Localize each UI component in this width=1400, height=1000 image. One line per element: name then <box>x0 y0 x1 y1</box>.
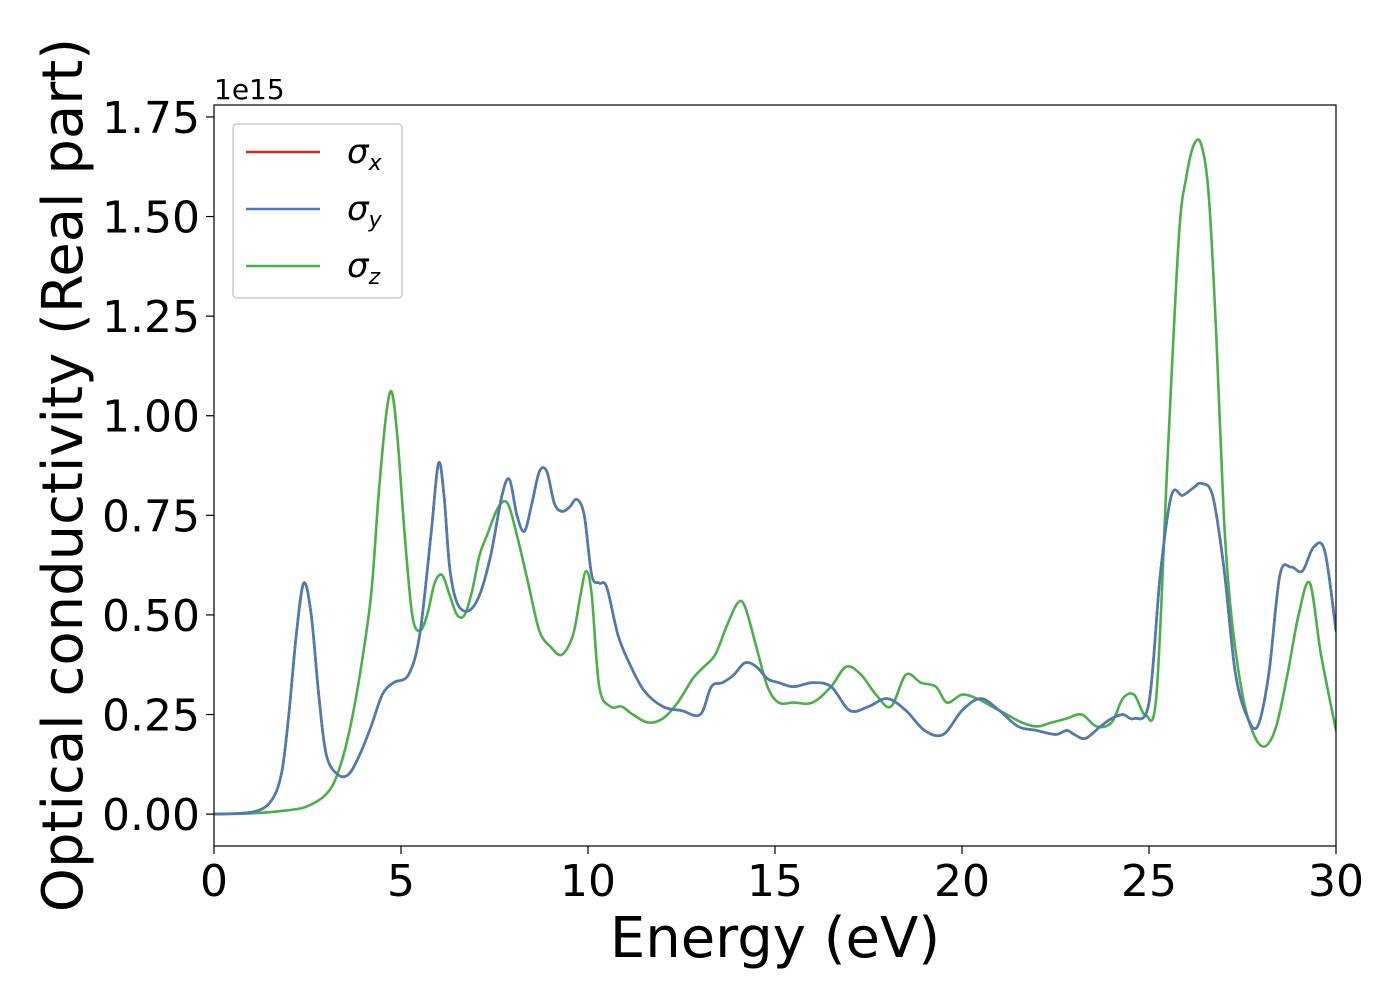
x-tick-label: 0 <box>200 856 228 907</box>
x-tick-label: 15 <box>747 856 803 907</box>
y-tick-label: 0.00 <box>102 790 200 841</box>
y-axis-label: Optical conductivity (Real part) <box>31 38 96 912</box>
y-tick-label: 1.25 <box>102 292 200 343</box>
y-tick-label: 0.25 <box>102 691 200 742</box>
x-tick-label: 10 <box>560 856 616 907</box>
y-axis: 0.00 0.25 0.50 0.75 1.00 1.25 1.50 1.75 <box>102 93 214 841</box>
x-axis: 0 5 10 15 20 25 30 <box>200 846 1364 907</box>
x-tick-label: 20 <box>934 856 990 907</box>
legend-label-sigma-x: σx <box>347 132 383 176</box>
x-tick-label: 25 <box>1121 856 1177 907</box>
series-line-sigma-y <box>214 461 1336 816</box>
y-offset-label: 1e15 <box>214 73 285 106</box>
y-tick-label: 1.00 <box>102 392 200 443</box>
legend-box <box>232 123 403 299</box>
y-tick-label: 0.75 <box>102 491 200 542</box>
series-line-sigma-z <box>214 138 1336 816</box>
x-axis-label: Energy (eV) <box>610 906 940 971</box>
y-tick-label: 1.50 <box>102 193 200 244</box>
x-tick-label: 5 <box>387 856 415 907</box>
x-tick-label: 30 <box>1308 856 1364 907</box>
legend-label-sigma-y: σy <box>347 189 383 233</box>
series-layer <box>214 138 1336 816</box>
y-tick-label: 0.50 <box>102 591 200 642</box>
y-tick-label: 1.75 <box>102 93 200 144</box>
